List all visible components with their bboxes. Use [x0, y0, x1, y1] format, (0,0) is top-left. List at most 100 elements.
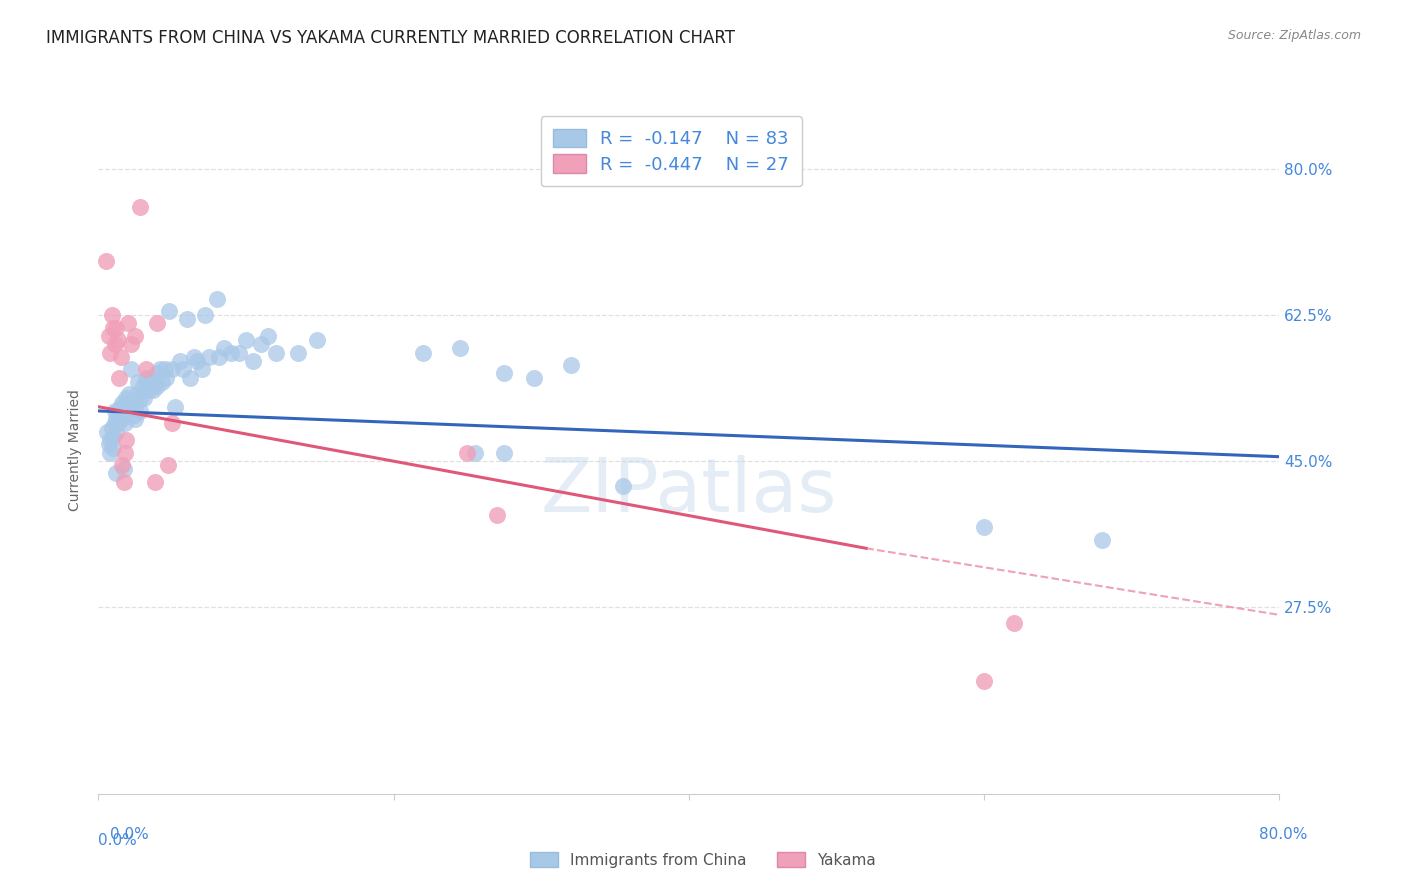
Point — [115, 404, 138, 418]
Point — [112, 475, 135, 489]
Point — [128, 200, 150, 214]
Point — [115, 433, 138, 447]
Point — [118, 387, 141, 401]
Point — [139, 370, 162, 384]
Text: ZIPatlas: ZIPatlas — [541, 455, 837, 528]
Point — [103, 429, 125, 443]
Point — [250, 337, 273, 351]
Point — [973, 674, 995, 689]
Point — [146, 379, 169, 393]
Point — [105, 425, 128, 439]
Y-axis label: Currently Married: Currently Married — [69, 390, 83, 511]
Point — [183, 350, 205, 364]
Point — [143, 475, 166, 489]
Point — [457, 445, 479, 459]
Point — [136, 379, 159, 393]
Point — [100, 308, 122, 322]
Point — [191, 362, 214, 376]
Point — [135, 370, 157, 384]
Point — [134, 392, 156, 406]
Point — [186, 354, 208, 368]
Point — [141, 379, 163, 393]
Point — [104, 337, 127, 351]
Point — [97, 329, 120, 343]
Point — [208, 350, 231, 364]
Point — [97, 437, 120, 451]
Point — [120, 337, 142, 351]
Point — [128, 392, 150, 406]
Point — [107, 404, 129, 418]
Point — [111, 408, 134, 422]
Text: 0.0%: 0.0% — [110, 827, 149, 841]
Point — [449, 342, 471, 356]
Point — [132, 379, 155, 393]
Point — [257, 329, 280, 343]
Point — [156, 458, 179, 472]
Point — [100, 420, 122, 434]
Point — [115, 392, 138, 406]
Point — [138, 383, 160, 397]
Point — [105, 412, 128, 426]
Point — [107, 333, 129, 347]
Point — [117, 395, 139, 409]
Point — [96, 425, 118, 439]
Point — [117, 317, 139, 331]
Point — [305, 333, 328, 347]
Point — [153, 362, 176, 376]
Point — [494, 445, 516, 459]
Point — [264, 345, 287, 359]
Point — [486, 508, 509, 522]
Point — [98, 433, 121, 447]
Point — [162, 417, 183, 431]
Point — [165, 400, 187, 414]
Point — [128, 404, 150, 418]
Point — [135, 362, 157, 376]
Text: IMMIGRANTS FROM CHINA VS YAKAMA CURRENTLY MARRIED CORRELATION CHART: IMMIGRANTS FROM CHINA VS YAKAMA CURRENTL… — [46, 29, 735, 46]
Point — [125, 387, 148, 401]
Point — [105, 320, 128, 334]
Point — [221, 345, 243, 359]
Legend: R =  -0.147    N = 83, R =  -0.447    N = 27: R = -0.147 N = 83, R = -0.447 N = 27 — [541, 116, 801, 186]
Point — [104, 417, 127, 431]
Text: 80.0%: 80.0% — [1260, 827, 1308, 841]
Point — [162, 362, 183, 376]
Point — [973, 520, 995, 534]
Point — [124, 412, 146, 426]
Point — [235, 333, 257, 347]
Point — [523, 370, 546, 384]
Point — [107, 417, 129, 431]
Point — [114, 404, 136, 418]
Point — [212, 342, 235, 356]
Point — [228, 345, 250, 359]
Point — [124, 329, 146, 343]
Point — [112, 400, 135, 414]
Point — [112, 462, 135, 476]
Point — [1091, 533, 1114, 547]
Point — [98, 345, 121, 359]
Point — [110, 412, 132, 426]
Point — [122, 408, 145, 422]
Point — [103, 442, 125, 456]
Point — [105, 467, 128, 481]
Point — [94, 254, 117, 268]
Point — [124, 400, 146, 414]
Point — [146, 317, 169, 331]
Point — [110, 400, 132, 414]
Point — [114, 417, 136, 431]
Point — [111, 458, 134, 472]
Point — [179, 370, 201, 384]
Point — [149, 362, 172, 376]
Point — [104, 404, 127, 418]
Point — [108, 408, 131, 422]
Point — [242, 354, 264, 368]
Point — [194, 308, 217, 322]
Point — [127, 375, 149, 389]
Point — [114, 445, 136, 459]
Point — [169, 354, 191, 368]
Point — [146, 367, 169, 381]
Point — [121, 395, 143, 409]
Point — [108, 370, 131, 384]
Point — [103, 320, 125, 334]
Point — [560, 358, 582, 372]
Point — [157, 304, 180, 318]
